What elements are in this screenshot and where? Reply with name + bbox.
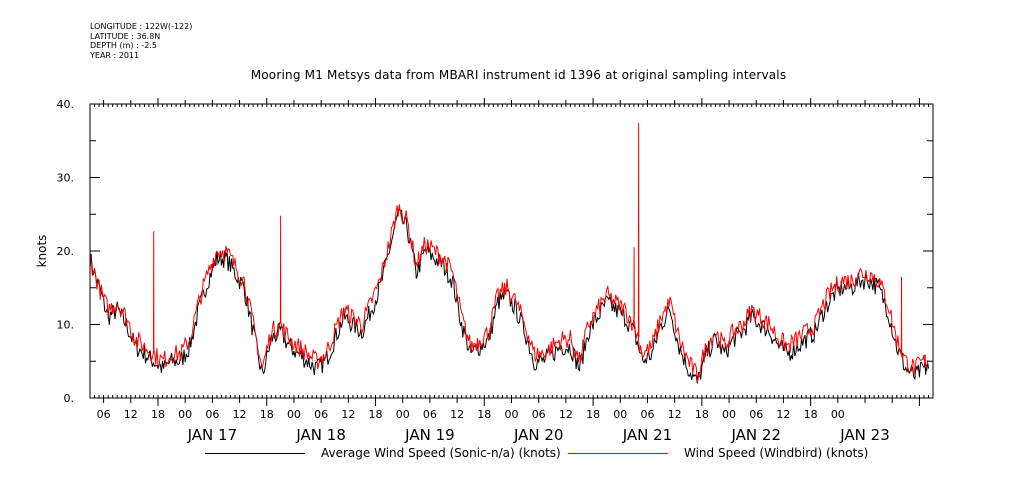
legend-label-average-wind-speed: Average Wind Speed (Sonic-n/a) (knots) bbox=[321, 446, 561, 460]
x-hour-tick-label: 00 bbox=[505, 408, 519, 421]
chart-legend: Average Wind Speed (Sonic-n/a) (knots) W… bbox=[0, 446, 1009, 462]
longitude-text: LONGITUDE : 122W(-122) bbox=[90, 22, 193, 31]
series-line-0 bbox=[89, 207, 929, 384]
x-hour-tick-label: 18 bbox=[151, 408, 165, 421]
x-hour-tick-label: 06 bbox=[640, 408, 654, 421]
x-day-label: JAN 23 bbox=[839, 426, 890, 444]
y-tick-label: 20. bbox=[57, 245, 75, 258]
x-hour-tick-label: 18 bbox=[695, 408, 709, 421]
x-day-label: JAN 19 bbox=[404, 426, 455, 444]
x-hour-tick-label: 06 bbox=[314, 408, 328, 421]
x-hour-tick-label: 18 bbox=[586, 408, 600, 421]
x-hour-tick-label: 18 bbox=[260, 408, 274, 421]
depth-text: DEPTH (m) : -2.5 bbox=[90, 41, 157, 50]
x-hour-tick-label: 06 bbox=[749, 408, 763, 421]
x-hour-tick-label: 12 bbox=[668, 408, 682, 421]
x-hour-tick-label: 12 bbox=[233, 408, 247, 421]
x-hour-tick-label: 18 bbox=[477, 408, 491, 421]
year-text: YEAR : 2011 bbox=[90, 50, 140, 60]
x-day-label: JAN 22 bbox=[730, 426, 781, 444]
legend-item-average-wind-speed: Average Wind Speed (Sonic-n/a) (knots) bbox=[205, 446, 561, 460]
x-hour-tick-label: 00 bbox=[831, 408, 845, 421]
x-hour-tick-label: 06 bbox=[205, 408, 219, 421]
x-hour-tick-label: 18 bbox=[804, 408, 818, 421]
x-hour-tick-label: 00 bbox=[722, 408, 736, 421]
x-day-label: JAN 17 bbox=[187, 426, 238, 444]
x-hour-tick-label: 12 bbox=[341, 408, 355, 421]
x-hour-tick-label: 12 bbox=[450, 408, 464, 421]
station-metadata: LONGITUDE : 122W(-122) LATITUDE : 36.8N … bbox=[90, 22, 192, 60]
y-tick-label: 40. bbox=[57, 98, 75, 111]
x-hour-tick-label: 00 bbox=[287, 408, 301, 421]
x-hour-tick-label: 18 bbox=[369, 408, 383, 421]
x-hour-tick-label: 12 bbox=[776, 408, 790, 421]
y-tick-label: 10. bbox=[57, 319, 75, 332]
x-hour-tick-label: 06 bbox=[532, 408, 546, 421]
legend-label-windbird-wind-speed: Wind Speed (Windbird) (knots) bbox=[684, 446, 869, 460]
y-axis-label: knots bbox=[35, 235, 49, 268]
x-hour-tick-label: 00 bbox=[613, 408, 627, 421]
legend-line-black-icon bbox=[205, 452, 305, 454]
x-hour-tick-label: 06 bbox=[97, 408, 111, 421]
x-hour-tick-label: 00 bbox=[178, 408, 192, 421]
x-hour-tick-label: 00 bbox=[396, 408, 410, 421]
series-line-1 bbox=[89, 123, 929, 383]
x-hour-tick-label: 12 bbox=[559, 408, 573, 421]
x-hour-tick-label: 12 bbox=[124, 408, 138, 421]
y-tick-label: 0. bbox=[64, 392, 75, 405]
x-day-label: JAN 18 bbox=[295, 426, 346, 444]
x-day-label: JAN 21 bbox=[622, 426, 673, 444]
legend-line-red-icon bbox=[568, 452, 668, 454]
y-tick-label: 30. bbox=[57, 172, 75, 185]
chart-title: Mooring M1 Metsys data from MBARI instru… bbox=[250, 68, 787, 82]
x-day-label: JAN 20 bbox=[513, 426, 564, 444]
x-hour-tick-label: 06 bbox=[423, 408, 437, 421]
latitude-text: LATITUDE : 36.8N bbox=[90, 31, 161, 41]
legend-item-windbird-wind-speed: Wind Speed (Windbird) (knots) bbox=[568, 446, 868, 460]
